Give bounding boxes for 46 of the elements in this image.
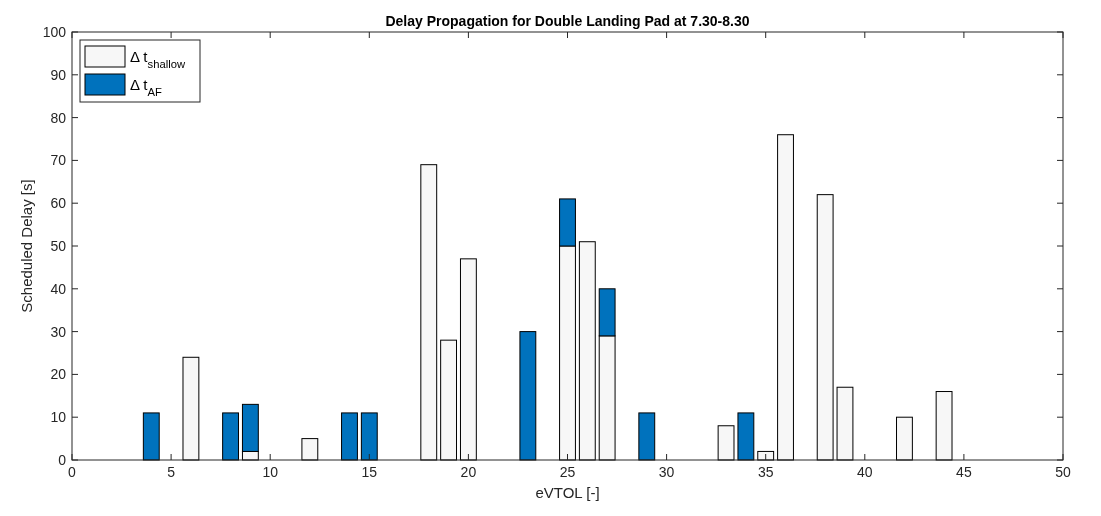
y-tick-label: 40 [50,280,67,297]
bar [360,412,378,461]
y-tick-label: 10 [50,409,67,426]
bar [737,412,755,461]
y-tick-label: 100 [42,24,67,40]
y-tick-label: 80 [50,109,67,126]
x-tick-label: 50 [1055,464,1071,480]
y-tick-label: 90 [50,66,67,83]
bar [142,412,160,461]
legend-label: Δ t$_{AF}$ [130,76,163,98]
x-tick-label: 0 [68,464,77,480]
x-tick-label: 40 [857,464,873,480]
bar [816,194,834,461]
y-tick-label: 0 [58,452,67,468]
x-tick-label: 30 [658,464,675,480]
x-tick-label: 45 [956,464,972,480]
bar [777,134,794,461]
bar [301,438,319,461]
bar [638,412,656,461]
x-tick-label: 15 [361,464,378,480]
y-axis-title: Scheduled Delay [s] [18,179,35,313]
y-tick-label: 50 [50,238,67,254]
y-tick-label: 30 [50,323,67,340]
bar [420,164,438,461]
bar [182,356,200,461]
y-tick-label: 70 [50,152,67,169]
bar [519,331,537,461]
chart-title: Delay Propagation for Double Landing Pad at 7.30-8.30 [385,13,750,29]
bar [440,339,458,461]
y-tick-label: 60 [50,195,67,212]
x-axis-title: eVTOL [-] [535,484,600,501]
y-tick-label: 20 [50,366,67,383]
legend-label: Δ t$_{shallow}$ [130,48,186,70]
x-tick-label: 35 [757,464,774,480]
x-tick-label: 10 [262,464,279,480]
bar [459,258,477,461]
bar [222,412,239,461]
x-tick-label: 25 [559,464,576,480]
bar [341,412,358,461]
bar [896,416,913,461]
x-tick-label: 5 [167,464,176,480]
x-tick-label: 20 [460,464,477,480]
bar [578,241,596,461]
bar [717,425,735,461]
bar [836,386,854,461]
bar [935,391,953,461]
